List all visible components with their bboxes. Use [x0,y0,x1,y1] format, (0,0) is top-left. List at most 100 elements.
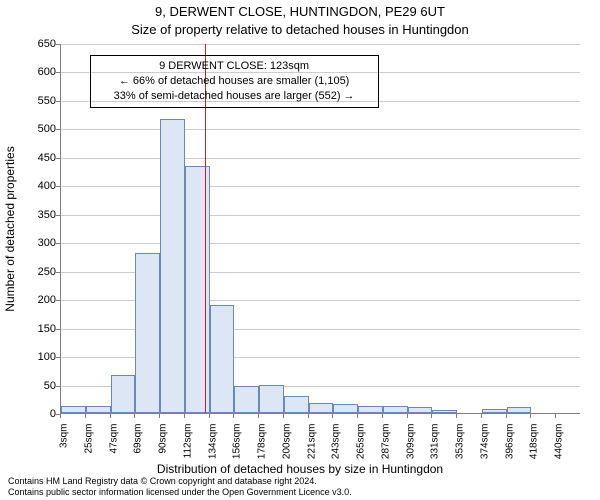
x-tick-mark [555,414,556,418]
x-tick-label: 440sqm [554,424,565,460]
y-tick-mark [56,101,60,102]
plot-area: 9 DERWENT CLOSE: 123sqm ← 66% of detache… [60,44,580,414]
x-tick-label: 309sqm [405,424,416,460]
x-tick-mark [258,414,259,418]
x-tick-label: 134sqm [207,424,218,460]
gridline [61,186,580,187]
y-tick-mark [56,129,60,130]
y-tick-label: 100 [16,351,56,363]
x-tick-mark [332,414,333,418]
histogram-bar [185,166,210,413]
y-tick-mark [56,329,60,330]
annotation-box: 9 DERWENT CLOSE: 123sqm ← 66% of detache… [90,55,379,108]
x-tick-label: 396sqm [504,424,515,460]
histogram-bar [160,119,185,413]
y-tick-label: 0 [16,408,56,420]
y-tick-mark [56,72,60,73]
histogram-bar [507,407,532,413]
x-tick-mark [233,414,234,418]
x-tick-label: 200sqm [281,424,292,460]
histogram-bar [284,396,309,413]
y-tick-label: 600 [16,66,56,78]
x-tick-label: 287sqm [380,424,391,460]
y-tick-mark [56,300,60,301]
x-tick-mark [481,414,482,418]
x-tick-label: 90sqm [158,424,169,454]
x-tick-label: 353sqm [455,424,466,460]
histogram-bar [482,409,507,413]
footer-line-1: Contains HM Land Registry data © Crown c… [8,476,352,487]
histogram-bar [210,305,235,413]
y-tick-label: 450 [16,152,56,164]
x-tick-label: 243sqm [331,424,342,460]
histogram-bar [408,407,433,413]
y-tick-mark [56,243,60,244]
x-tick-mark [456,414,457,418]
y-tick-label: 250 [16,266,56,278]
x-tick-mark [382,414,383,418]
y-tick-mark [56,386,60,387]
x-tick-label: 112sqm [182,424,193,459]
annotation-line-2: ← 66% of detached houses are smaller (1,… [97,74,372,89]
y-tick-label: 550 [16,95,56,107]
histogram-bar [309,403,334,413]
x-tick-label: 374sqm [479,424,490,460]
annotation-line-1: 9 DERWENT CLOSE: 123sqm [97,59,372,74]
y-tick-mark [56,272,60,273]
y-tick-label: 150 [16,323,56,335]
y-tick-mark [56,158,60,159]
y-tick-label: 350 [16,209,56,221]
gridline [61,44,580,45]
x-tick-mark [85,414,86,418]
chart-container: 9, DERWENT CLOSE, HUNTINGDON, PE29 6UT S… [0,0,600,500]
x-tick-label: 221sqm [306,424,317,460]
y-tick-label: 50 [16,380,56,392]
histogram-bar [86,406,111,413]
footer-line-2: Contains public sector information licen… [8,487,352,498]
x-tick-label: 331sqm [430,424,441,460]
x-tick-mark [184,414,185,418]
gridline [61,243,580,244]
x-tick-mark [530,414,531,418]
y-tick-label: 500 [16,123,56,135]
gridline [61,215,580,216]
histogram-bar [383,406,408,413]
x-tick-mark [110,414,111,418]
y-tick-label: 300 [16,237,56,249]
y-tick-mark [56,186,60,187]
gridline [61,129,580,130]
y-tick-mark [56,44,60,45]
x-tick-label: 3sqm [59,424,70,448]
histogram-bar [135,253,160,413]
histogram-bar [234,386,259,413]
x-tick-mark [60,414,61,418]
y-tick-label: 200 [16,294,56,306]
gridline [61,158,580,159]
y-tick-mark [56,215,60,216]
x-tick-mark [283,414,284,418]
x-tick-label: 47sqm [108,424,119,454]
histogram-bar [333,404,358,413]
title-line-1: 9, DERWENT CLOSE, HUNTINGDON, PE29 6UT [0,4,600,19]
y-tick-mark [56,357,60,358]
histogram-bar [358,406,383,413]
histogram-bar [259,385,284,413]
x-tick-mark [159,414,160,418]
x-tick-mark [431,414,432,418]
x-tick-mark [209,414,210,418]
histogram-bar [61,406,86,413]
x-tick-label: 25sqm [83,424,94,454]
footer-attribution: Contains HM Land Registry data © Crown c… [8,476,352,498]
y-tick-label: 400 [16,180,56,192]
title-line-2: Size of property relative to detached ho… [0,22,600,37]
x-tick-mark [506,414,507,418]
x-tick-mark [407,414,408,418]
y-tick-label: 650 [16,38,56,50]
x-tick-mark [134,414,135,418]
x-tick-label: 265sqm [356,424,367,460]
x-axis-label: Distribution of detached houses by size … [0,462,600,476]
histogram-bar [432,410,457,413]
x-tick-label: 178sqm [257,424,268,460]
x-tick-mark [308,414,309,418]
y-axis-label: Number of detached properties [3,146,17,311]
